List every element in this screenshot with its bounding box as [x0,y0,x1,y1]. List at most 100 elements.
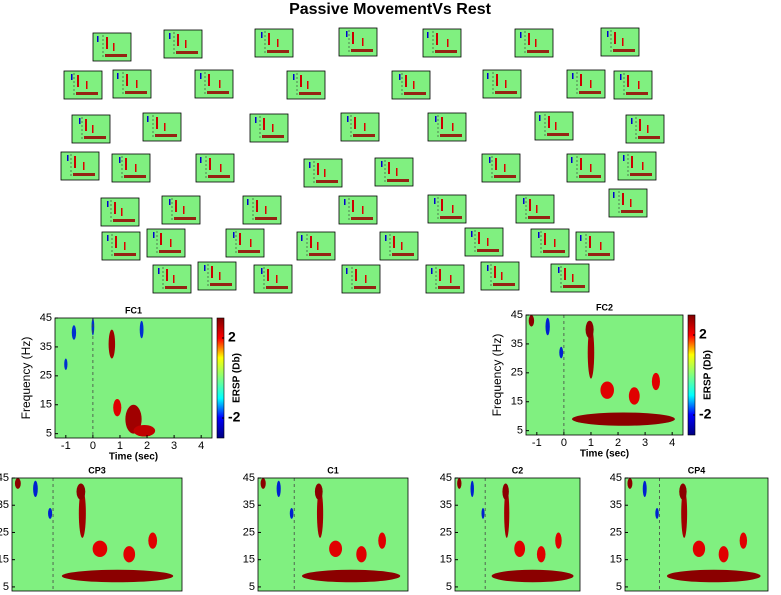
x-tick-label: 4 [669,437,675,449]
thumbnail-streak [324,169,326,177]
colorbar-tick-label: -2 [228,409,241,425]
thumbnail-map [374,157,414,187]
plot-frame [454,477,581,592]
y-tick-label: 15 [0,554,9,566]
thumbnail-streak [79,118,81,124]
y-tick-label: 35 [0,499,9,511]
thumbnail-streak [211,266,213,278]
thumbnail-map [613,70,653,100]
y-tick-label: 25 [0,526,9,538]
heatmap-panel: CP3 5 15 25 35 45 [0,465,183,593]
thumbnail-streak [452,205,454,213]
thumbnail-streak [83,162,85,170]
thumbnail-streak [346,268,348,274]
heatmap-panel: FC1 5 15 25 35 45 -1 0 1 2 3 4 Time (sec) Frequency (… [19,305,242,462]
thumbnail-streak [620,74,622,80]
y-tick-label: 5 [3,581,9,593]
thumbnail-map [197,261,237,291]
thumbnail-band [387,179,409,182]
ersp-blob [642,480,647,498]
thumbnail-map [286,70,326,100]
ersp-blob [528,315,535,327]
colorbar-tick-label: -2 [699,406,712,422]
thumbnail-map [111,153,151,183]
thumbnail-streak [173,275,175,283]
thumbnail-streak [219,80,221,88]
ersp-blob [514,540,526,557]
thumbnail-streak [622,193,624,205]
thumbnail-streak [92,125,94,133]
thumbnail-streak [441,199,443,211]
y-tick-label: 35 [243,499,255,511]
y-tick-label: 45 [40,312,52,324]
thumbnail-band [563,285,585,288]
thumbnail-map [253,264,293,294]
thumbnail-map [482,69,522,99]
thumbnail-streak [399,74,401,80]
thumbnail-streak [317,163,319,175]
thumbnail-map [195,153,235,183]
thumbnail-map [341,264,381,294]
thumbnail-streak [572,73,574,79]
thumbnail-band [638,136,660,139]
thumbnail-streak [487,265,489,271]
thumbnail-streak [125,158,127,170]
thumbnail-band [579,175,601,178]
thumbnail-map [534,111,574,141]
thumbnail-band [438,286,460,289]
thumbnail-band [210,283,232,286]
thumbnail-map [254,28,294,58]
thumbnail-map [425,264,465,294]
ersp-blob [470,480,474,498]
heatmap-panel: CP4 5 15 25 35 45 [610,465,769,593]
thumbnail-streak [589,236,591,248]
thumbnail-band [76,92,98,95]
thumbnail-streak [239,233,241,245]
thumbnail-map [146,228,186,258]
thumbnail-streak [175,200,177,212]
thumbnail-map [481,153,521,183]
thumbnail-streak [119,157,121,163]
thumbnail-band [124,175,146,178]
thumbnail-band [299,92,321,95]
ersp-blob [133,424,156,437]
thumbnail-streak [413,81,415,89]
y-axis-label: Frequency (Hz) [19,337,33,420]
thumbnail-map [296,231,336,261]
thumbnail-band [440,134,462,137]
thumbnail-map [608,188,648,218]
thumbnail-streak [200,73,202,79]
ersp-blob [108,329,116,359]
colorbar-label: ERSP (Db) [703,350,714,400]
thumbnail-streak [504,164,506,172]
thumbnail-map [480,261,520,291]
thumbnail-streak [135,164,137,172]
thumbnail-band [495,91,517,94]
thumbnail-streak [126,74,128,86]
ersp-blob [276,480,281,498]
ersp-blob [139,320,144,339]
panel-title: C2 [512,465,524,475]
thumbnail-streak [639,119,641,131]
thumbnail-streak [261,32,263,38]
thumbnail-streak [164,123,166,131]
ersp-blob [628,387,640,405]
thumbnail-map [515,194,555,224]
thumbnail-band [351,217,373,220]
thumbnail-map [60,151,100,181]
thumbnail-streak [501,272,503,280]
thumbnail-streak [564,268,566,280]
heatmap-panel: FC2 5 15 25 35 45 -1 0 1 2 3 4 Time (sec) Frequency (… [490,302,713,459]
thumbnail-streak [495,158,497,170]
thumbnail-streak [436,33,438,45]
thumbnail-streak [496,74,498,86]
thumbnail-streak [74,156,76,168]
thumbnail-streak [487,238,489,246]
thumbnail-streak [97,36,99,42]
thumbnail-band [351,49,373,52]
thumbnail-streak [267,269,269,281]
ersp-blob [491,569,574,583]
thumbnail-streak [434,198,436,204]
thumbnail-streak [107,235,109,241]
thumbnail-streak [452,123,454,131]
